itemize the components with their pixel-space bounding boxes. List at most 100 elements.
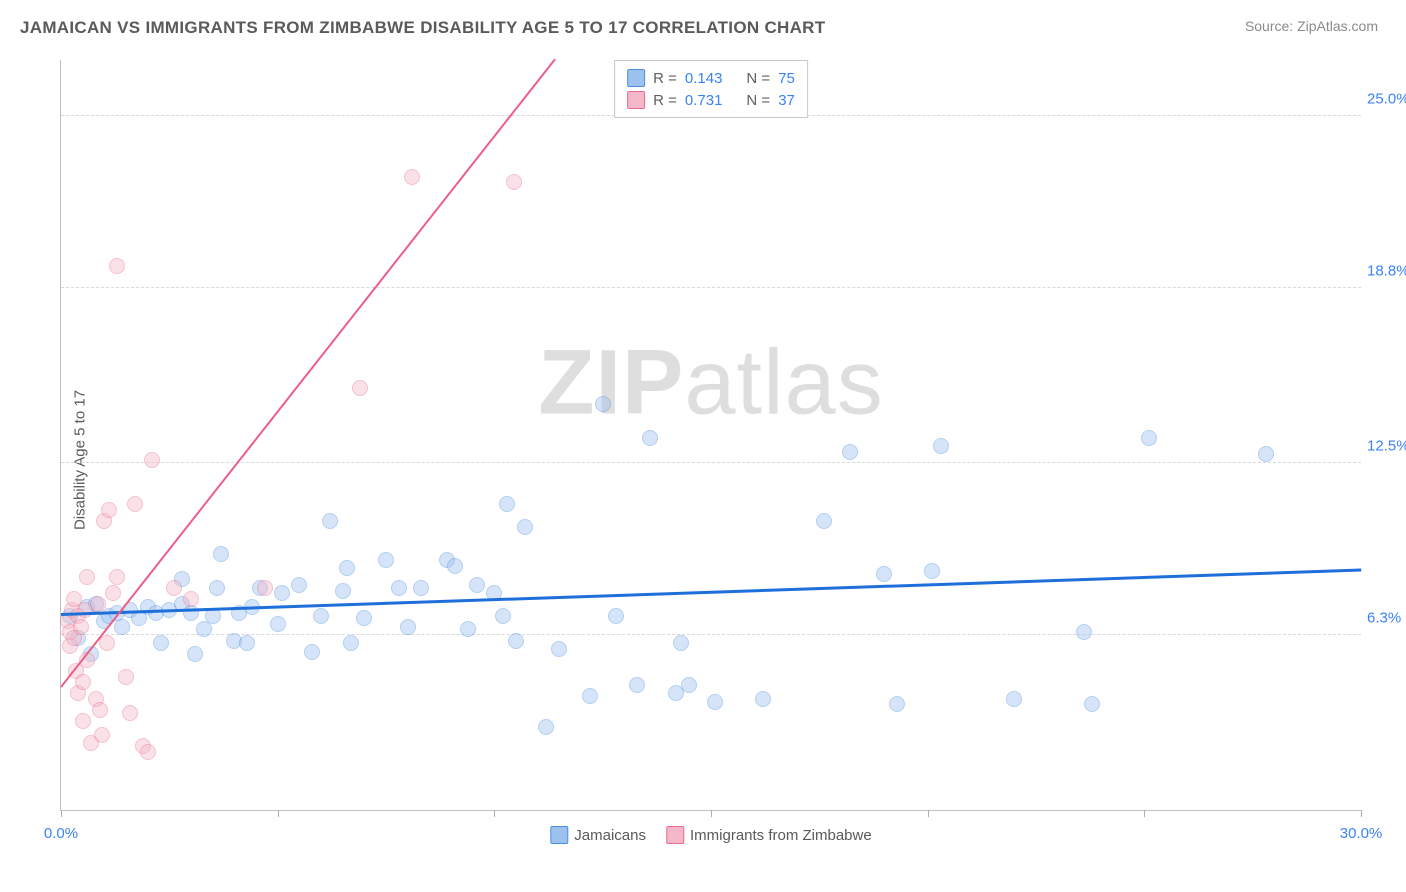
data-point xyxy=(304,644,320,660)
data-point xyxy=(257,580,273,596)
data-point xyxy=(75,713,91,729)
data-point xyxy=(933,438,949,454)
data-point xyxy=(322,513,338,529)
series-legend-label: Jamaicans xyxy=(574,827,646,844)
chart-header: JAMAICAN VS IMMIGRANTS FROM ZIMBABWE DIS… xyxy=(0,0,1406,46)
data-point xyxy=(391,580,407,596)
chart-title: JAMAICAN VS IMMIGRANTS FROM ZIMBABWE DIS… xyxy=(20,18,825,38)
data-point xyxy=(517,519,533,535)
data-point xyxy=(339,560,355,576)
data-point xyxy=(816,513,832,529)
data-point xyxy=(378,552,394,568)
data-point xyxy=(73,619,89,635)
data-point xyxy=(469,577,485,593)
legend-swatch xyxy=(627,91,645,109)
x-tick xyxy=(61,810,62,817)
data-point xyxy=(274,585,290,601)
data-point xyxy=(1258,446,1274,462)
n-label: N = xyxy=(746,92,770,109)
data-point xyxy=(291,577,307,593)
data-point xyxy=(196,621,212,637)
data-point xyxy=(209,580,225,596)
data-point xyxy=(118,669,134,685)
x-axis-label: 30.0% xyxy=(1340,825,1383,842)
data-point xyxy=(153,635,169,651)
r-value: 0.143 xyxy=(685,70,723,87)
gridline xyxy=(61,634,1361,635)
y-tick-label: 25.0% xyxy=(1367,90,1406,107)
data-point xyxy=(924,563,940,579)
watermark: ZIPatlas xyxy=(538,330,883,435)
data-point xyxy=(183,605,199,621)
data-point xyxy=(109,569,125,585)
y-tick-label: 12.5% xyxy=(1367,437,1406,454)
data-point xyxy=(400,619,416,635)
data-point xyxy=(876,566,892,582)
data-point xyxy=(213,546,229,562)
series-legend-item: Immigrants from Zimbabwe xyxy=(666,826,872,844)
data-point xyxy=(187,646,203,662)
y-tick-label: 18.8% xyxy=(1367,262,1406,279)
gridline xyxy=(61,462,1361,463)
data-point xyxy=(127,496,143,512)
n-label: N = xyxy=(746,70,770,87)
data-point xyxy=(582,688,598,704)
data-point xyxy=(1006,691,1022,707)
data-point xyxy=(629,677,645,693)
stats-legend-row: R = 0.143 N = 75 xyxy=(627,67,795,89)
series-legend: Jamaicans Immigrants from Zimbabwe xyxy=(550,826,871,844)
data-point xyxy=(239,635,255,651)
data-point xyxy=(122,705,138,721)
x-tick xyxy=(278,810,279,817)
data-point xyxy=(681,677,697,693)
data-point xyxy=(79,569,95,585)
series-legend-item: Jamaicans xyxy=(550,826,646,844)
x-axis-label: 0.0% xyxy=(44,825,78,842)
data-point xyxy=(1076,624,1092,640)
chart-container: Disability Age 5 to 17 ZIPatlas 6.3%12.5… xyxy=(20,50,1386,870)
legend-swatch xyxy=(666,826,684,844)
data-point xyxy=(707,694,723,710)
r-label: R = xyxy=(653,70,677,87)
x-tick xyxy=(928,810,929,817)
data-point xyxy=(75,674,91,690)
data-point xyxy=(144,452,160,468)
data-point xyxy=(595,396,611,412)
stats-legend-row: R =0.731N =37 xyxy=(627,89,795,111)
data-point xyxy=(608,608,624,624)
data-point xyxy=(94,727,110,743)
data-point xyxy=(313,608,329,624)
data-point xyxy=(356,610,372,626)
data-point xyxy=(352,380,368,396)
data-point xyxy=(499,496,515,512)
data-point xyxy=(343,635,359,651)
data-point xyxy=(183,591,199,607)
data-point xyxy=(495,608,511,624)
n-value: 37 xyxy=(778,92,795,109)
plot-area: ZIPatlas 6.3%12.5%18.8%25.0%0.0%30.0%R =… xyxy=(60,60,1361,811)
data-point xyxy=(413,580,429,596)
data-point xyxy=(404,169,420,185)
x-tick xyxy=(711,810,712,817)
watermark-light: atlas xyxy=(684,331,883,433)
data-point xyxy=(755,691,771,707)
r-value: 0.731 xyxy=(685,92,723,109)
data-point xyxy=(506,174,522,190)
data-point xyxy=(140,744,156,760)
x-tick xyxy=(1361,810,1362,817)
data-point xyxy=(642,430,658,446)
data-point xyxy=(551,641,567,657)
data-point xyxy=(335,583,351,599)
y-tick-label: 6.3% xyxy=(1367,610,1406,627)
data-point xyxy=(842,444,858,460)
data-point xyxy=(166,580,182,596)
legend-swatch xyxy=(627,69,645,87)
n-value: 75 xyxy=(778,70,795,87)
data-point xyxy=(1084,696,1100,712)
data-point xyxy=(673,635,689,651)
data-point xyxy=(114,619,130,635)
data-point xyxy=(447,558,463,574)
trend-line xyxy=(60,58,556,687)
data-point xyxy=(109,258,125,274)
data-point xyxy=(889,696,905,712)
